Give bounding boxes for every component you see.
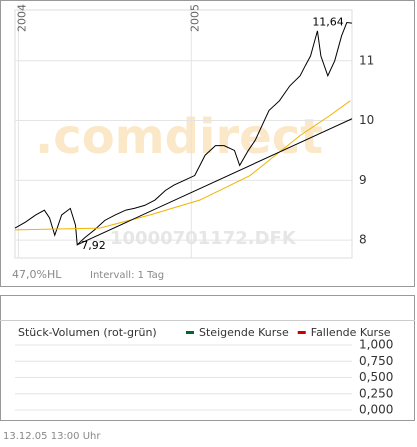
extreme-label: 11,64 <box>312 16 344 29</box>
timestamp: 13.12.05 13:00 Uhr <box>3 431 101 442</box>
y-tick-label: 1,000 <box>359 338 393 352</box>
x-tick-label: 2005 <box>188 4 201 32</box>
plot-frame <box>14 9 353 259</box>
interval-label: Intervall: 1 Tag <box>90 270 164 281</box>
price-line <box>14 22 353 246</box>
y-tick-label: 0,750 <box>359 354 393 368</box>
price-line <box>77 118 353 246</box>
y-tick-label: 8 <box>359 233 367 247</box>
watermark-id: 10000701172.DFK <box>110 228 297 249</box>
y-tick-label: 10 <box>359 113 374 127</box>
y-tick-label: 9 <box>359 173 367 187</box>
x-tick-label: 2004 <box>15 4 28 32</box>
range-label: 47,0%HL <box>12 268 62 281</box>
volume-title: Stück-Volumen (rot-grün) <box>18 326 157 339</box>
legend-label: Fallende Kurse <box>311 326 391 339</box>
price-panel <box>0 0 415 287</box>
extreme-label: 7,92 <box>81 239 106 252</box>
y-tick-label: 0,500 <box>359 370 393 384</box>
price-line <box>14 100 351 231</box>
legend-swatch <box>297 331 306 334</box>
y-tick-label: 0,000 <box>359 403 393 417</box>
legend-label: Steigende Kurse <box>199 326 289 339</box>
volume-panel <box>0 295 415 421</box>
watermark: .comdirect <box>35 109 323 165</box>
y-tick-label: 11 <box>359 53 374 67</box>
y-tick-label: 0,250 <box>359 386 393 400</box>
legend-swatch <box>186 331 194 334</box>
